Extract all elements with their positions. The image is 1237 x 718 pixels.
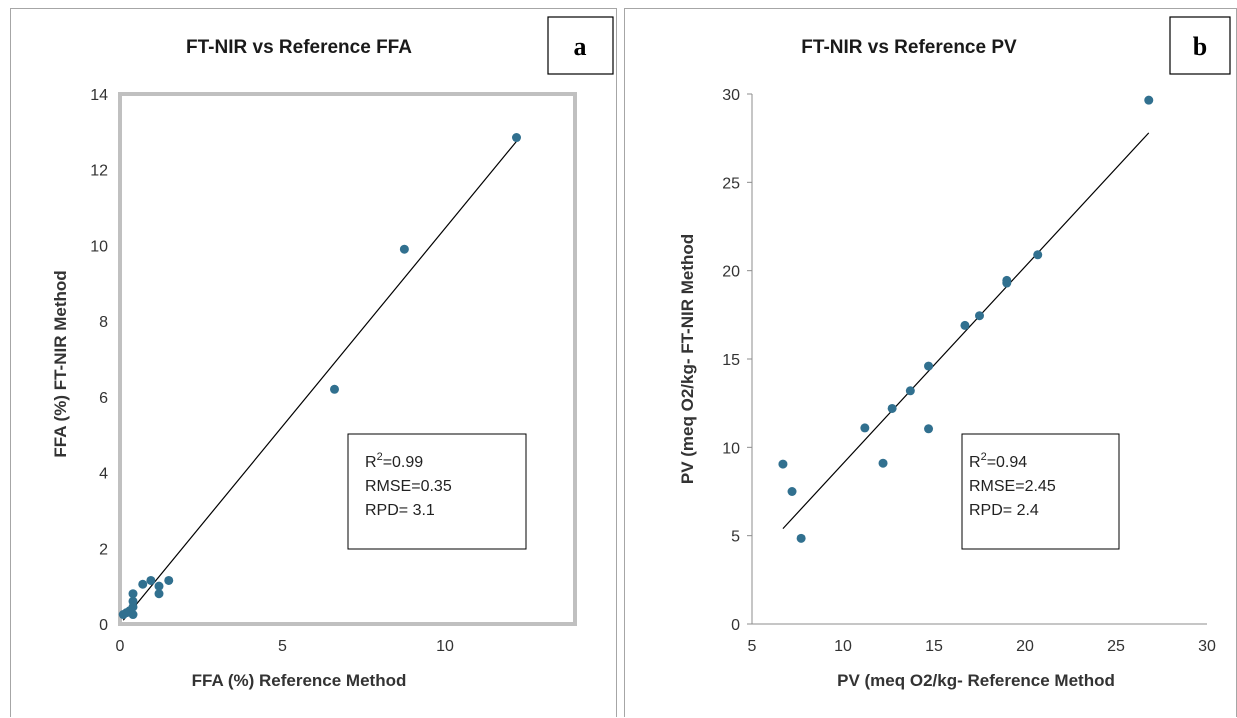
y-tick-label: 25: [722, 175, 740, 192]
data-point: [878, 458, 888, 468]
data-point: [138, 579, 148, 589]
chart-panel-a: FT-NIR vs Reference FFA a FFA (%) Refere…: [10, 8, 617, 717]
data-point: [512, 133, 521, 143]
y-tick-label: 0: [99, 617, 108, 634]
stat-rmse: RMSE=2.45: [969, 478, 1056, 495]
data-point: [128, 589, 138, 599]
plot-area-frame: [118, 92, 577, 626]
x-tick-label: 10: [436, 638, 454, 655]
x-axis-title: PV (meq O2/kg- Reference Method: [837, 671, 1115, 690]
stats-box: [347, 433, 527, 550]
x-axis-title: FFA (%) Reference Method: [192, 671, 407, 690]
x-tick-label: 20: [1016, 638, 1034, 655]
data-point: [924, 424, 934, 434]
panel-letter: b: [1193, 32, 1207, 61]
data-point: [146, 575, 156, 585]
x-tick-label: 5: [748, 638, 757, 655]
data-point: [887, 403, 897, 413]
chart-a-svg: FT-NIR vs Reference FFA a FFA (%) Refere…: [51, 16, 614, 690]
y-tick-label: 6: [99, 390, 108, 407]
y-tick-label: 2: [99, 541, 108, 558]
data-point: [399, 244, 409, 254]
data-point: [154, 581, 164, 591]
panel-letter-box: [1169, 16, 1231, 75]
y-tick-label: 10: [90, 238, 108, 255]
chart-title: FT-NIR vs Reference FFA: [186, 37, 412, 58]
points-group: [778, 95, 1154, 543]
fit-line-group: [122, 140, 517, 621]
x-tick-label: 5: [278, 638, 287, 655]
data-point: [860, 423, 870, 433]
y-axis-title: PV (meq O2/kg- FT-NIR Method: [678, 234, 697, 484]
fit-line: [782, 132, 1150, 530]
y-tick-label: 0: [731, 617, 740, 634]
x-tick-label: 10: [834, 638, 852, 655]
data-point: [128, 610, 138, 620]
data-point: [924, 361, 934, 371]
fit-line-group: [782, 132, 1150, 530]
data-point: [960, 320, 970, 330]
stat-r2: R2=0.99: [365, 451, 423, 471]
data-point: [154, 589, 164, 599]
chart-title: FT-NIR vs Reference PV: [801, 37, 1017, 58]
y-tick-label: 14: [90, 87, 108, 104]
stat-rpd: RPD= 3.1: [365, 502, 435, 519]
points-group: [118, 133, 521, 620]
panel-letter-box: [547, 16, 614, 75]
stat-rpd: RPD= 2.4: [969, 502, 1039, 519]
chart-panel-b: FT-NIR vs Reference PV b PV (meq O2/kg- …: [624, 8, 1237, 717]
data-point: [128, 596, 138, 606]
panel-letter: a: [574, 32, 587, 61]
data-point: [1144, 95, 1154, 105]
stat-rmse: RMSE=0.35: [365, 478, 452, 495]
data-point: [1002, 275, 1012, 285]
y-tick-label: 5: [731, 529, 740, 546]
y-axis-title: FFA (%) FT-NIR Method: [51, 270, 70, 457]
y-tick-label: 10: [722, 440, 740, 457]
axis-ticks: 0 5 10 0 2 4 6 8 10 12 14: [90, 87, 454, 655]
data-point: [796, 533, 806, 543]
x-tick-label: 30: [1198, 638, 1216, 655]
x-tick-label: 0: [116, 638, 125, 655]
data-point: [1033, 250, 1043, 260]
data-point: [164, 575, 174, 585]
data-point: [778, 459, 788, 469]
y-tick-label: 20: [722, 264, 740, 281]
x-tick-label: 15: [925, 638, 943, 655]
data-point: [975, 311, 984, 321]
chart-b-svg: FT-NIR vs Reference PV b PV (meq O2/kg- …: [678, 16, 1231, 690]
y-tick-label: 12: [90, 163, 108, 180]
data-point: [787, 487, 797, 496]
y-tick-label: 4: [99, 466, 108, 483]
y-tick-label: 15: [722, 352, 740, 369]
stat-r2: R2=0.94: [969, 451, 1027, 471]
data-point: [330, 384, 339, 394]
data-point: [905, 386, 915, 396]
stats-box: [961, 433, 1120, 550]
x-tick-label: 25: [1107, 638, 1125, 655]
y-tick-label: 8: [99, 314, 108, 331]
y-tick-label: 30: [722, 87, 740, 104]
fit-line: [122, 140, 517, 621]
